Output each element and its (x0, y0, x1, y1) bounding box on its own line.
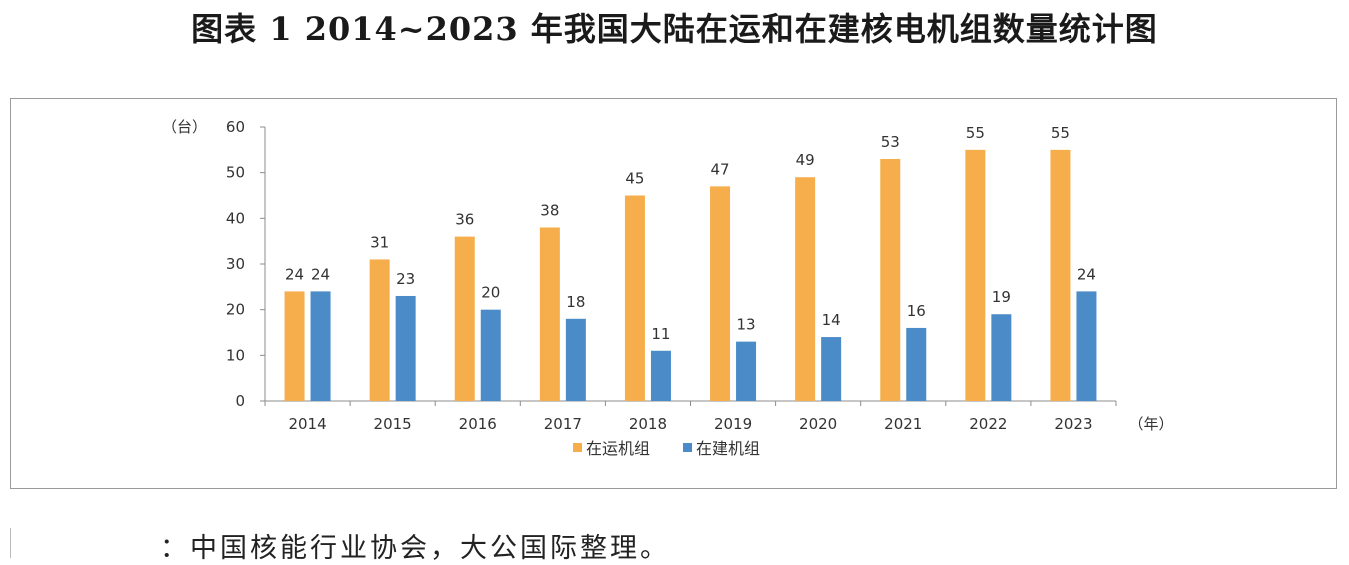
data-label-operating: 49 (796, 151, 815, 169)
source-divider (10, 528, 11, 558)
bar-construction (310, 291, 331, 401)
legend: 在运机组 在建机组 (573, 439, 760, 458)
data-label-operating: 47 (711, 160, 730, 178)
data-label-construction: 13 (737, 316, 756, 334)
data-label-operating: 24 (285, 265, 304, 283)
data-label-operating: 55 (966, 124, 985, 142)
y-tick-label: 20 (226, 301, 245, 319)
x-tick-label: 2018 (629, 415, 667, 433)
data-label-construction: 23 (396, 270, 415, 288)
data-label-construction: 19 (992, 288, 1011, 306)
bar-operating (1050, 149, 1071, 401)
x-axis-label: （年） (1128, 415, 1173, 433)
chart-frame: 0 10 20 30 40 50 60 （台） 2014 2015 2016 2017 2018 2019… (10, 98, 1337, 489)
data-label-construction: 24 (311, 265, 330, 283)
bar-construction (480, 309, 501, 401)
y-tick-label: 40 (226, 209, 245, 227)
data-label-construction: 18 (566, 293, 585, 311)
legend-label: 在运机组 (586, 439, 650, 458)
x-tick-label: 2014 (288, 415, 326, 433)
bar-operating (284, 291, 305, 401)
bar-operating (539, 227, 560, 401)
data-label-construction: 16 (907, 302, 926, 320)
bar-operating (965, 149, 986, 401)
bar-operating (795, 177, 816, 401)
data-label-construction: 14 (822, 311, 841, 329)
data-label-construction: 11 (651, 325, 670, 343)
y-tick-label: 10 (226, 346, 245, 364)
x-tick-label: 2022 (969, 415, 1007, 433)
x-tick-label: 2019 (714, 415, 752, 433)
bar-construction (1076, 291, 1097, 401)
x-tick-label: 2023 (1054, 415, 1092, 433)
x-tick-label: 2017 (544, 415, 582, 433)
bar-operating (369, 259, 390, 401)
source-line: ：中国核能行业协会，大公国际整理。 (10, 518, 1010, 564)
bars (284, 149, 1097, 401)
bar-construction (650, 350, 671, 401)
bar-construction (395, 295, 416, 401)
data-label-operating: 53 (881, 133, 900, 151)
data-label-construction: 20 (481, 284, 500, 302)
page-title: 图表 1 2014~2023 年我国大陆在运和在建核电机组数量统计图 (191, 10, 1158, 48)
bar-operating (880, 158, 901, 401)
source-text: ：中国核能行业协会，大公国际整理。 (160, 533, 670, 564)
data-labels: 24 31 36 38 45 47 49 53 55 55 24 23 20 18 11 13 14 16 19 24 (285, 124, 1096, 343)
bar-construction (906, 327, 927, 401)
y-tick-label: 60 (226, 118, 245, 136)
y-tick-label: 0 (235, 392, 245, 410)
x-tick-label: 2020 (799, 415, 837, 433)
data-label-operating: 38 (540, 201, 559, 219)
data-label-construction: 24 (1077, 265, 1096, 283)
bar-operating (454, 236, 475, 401)
data-label-operating: 36 (455, 211, 474, 229)
x-tick-label: 2016 (459, 415, 497, 433)
legend-label: 在建机组 (696, 439, 760, 458)
bar-operating (710, 186, 731, 401)
data-label-operating: 31 (370, 233, 389, 251)
bar-construction (821, 337, 842, 401)
data-label-operating: 55 (1051, 124, 1070, 142)
legend-swatch (573, 443, 582, 452)
bar-construction (736, 341, 757, 401)
bar-construction (991, 314, 1012, 401)
x-tick-label: 2021 (884, 415, 922, 433)
bar-construction (565, 318, 586, 401)
y-tick-label: 30 (226, 255, 245, 273)
data-label-operating: 45 (625, 170, 644, 188)
x-tick-label: 2015 (374, 415, 412, 433)
y-tick-label: 50 (226, 164, 245, 182)
y-axis-label: （台） (162, 118, 207, 136)
bar-operating (624, 195, 645, 401)
legend-swatch (683, 443, 692, 452)
